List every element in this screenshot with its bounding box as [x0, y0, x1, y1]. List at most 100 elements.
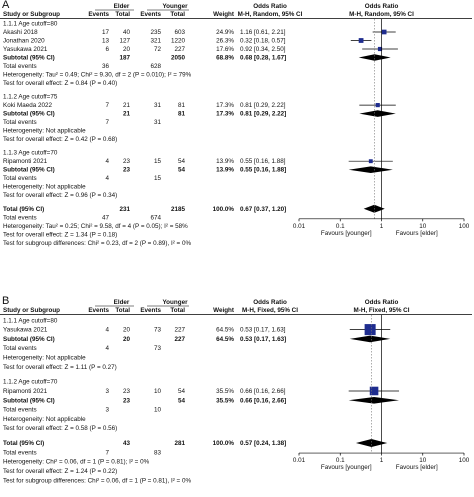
study-events-younger: 235 — [150, 29, 161, 36]
subtotal-diamond — [358, 54, 391, 61]
heterogeneity-text: Heterogeneity: Not applicable — [3, 128, 86, 135]
favours-younger-label: Favours [younger] — [321, 230, 372, 237]
total-overall-effect-text: Test for overall effect: Z = 1.24 (P = 0… — [3, 468, 117, 475]
header-odds-ratio-left: Odds Ratio — [253, 3, 287, 10]
heterogeneity-text: Heterogeneity: Not applicable — [3, 184, 86, 191]
heterogeneity-text: Heterogeneity: Not applicable — [3, 416, 86, 423]
study-weight: 24.9% — [216, 29, 234, 36]
subtotal-total-elder: 20 — [123, 336, 131, 343]
subtotal-weight: 13.9% — [216, 167, 234, 174]
header-events-elder: Events — [88, 307, 109, 314]
study-total-elder: 20 — [123, 46, 131, 53]
total-overall-effect-text: Test for overall effect: Z = 1.34 (P = 0… — [3, 231, 117, 238]
subtotal-weight: 68.8% — [216, 55, 234, 62]
group-header-left: Elder — [114, 3, 130, 10]
header-method-right: M-H, Fixed, 95% CI — [354, 307, 410, 314]
total-label: Total (95% CI) — [3, 206, 44, 213]
x-axis-tick-label: 0.01 — [293, 457, 306, 464]
heterogeneity-text: Heterogeneity: Not applicable — [3, 355, 86, 362]
subtotal-weight: 17.3% — [216, 111, 234, 118]
subtotal-diamond — [359, 110, 396, 117]
header-weight: Weight — [213, 307, 235, 314]
study-weight: 26.3% — [216, 38, 234, 45]
header-method-left: M-H, Random, 95% CI — [238, 11, 303, 18]
total-odds-ratio: 0.57 [0.24, 1.38] — [240, 440, 286, 447]
study-total-younger: 227 — [174, 46, 185, 53]
study-name: Akashi 2018 — [3, 29, 38, 36]
heterogeneity-text: Heterogeneity: Tau² = 0.49; Chi² = 9.30,… — [3, 72, 192, 79]
subtotal-odds-ratio: 0.66 [0.16, 2.66] — [240, 397, 286, 404]
study-weight: 35.5% — [216, 388, 234, 395]
overall-effect-text: Test for overall effect: Z = 0.84 (P = 0… — [3, 80, 117, 87]
study-total-elder: 21 — [123, 102, 131, 109]
study-total-younger: 54 — [178, 158, 186, 165]
study-events-elder: 7 — [105, 102, 109, 109]
study-events-younger: 73 — [154, 327, 162, 334]
group-header-right: Younger — [162, 3, 188, 10]
study-name: Jonathan 2020 — [3, 38, 45, 45]
study-odds-ratio: 0.66 [0.16, 2.66] — [240, 388, 286, 395]
header-method-left: M-H, Fixed, 95% CI — [242, 307, 298, 314]
study-odds-ratio: 0.53 [0.17, 1.63] — [240, 327, 286, 334]
x-axis-tick-label: 10 — [419, 223, 427, 230]
x-axis-tick-label: 1 — [380, 223, 384, 230]
subgroup-differences-text: Test for subgroup differences: Chi² = 0.… — [3, 240, 191, 247]
study-weight: 17.6% — [216, 46, 234, 53]
subtotal-total-elder: 21 — [123, 111, 131, 118]
subgroup-title: 1.1.2 Age cutoff=70 — [3, 379, 58, 386]
x-axis-tick-label: 1 — [380, 457, 384, 464]
subtotal-weight: 64.5% — [216, 336, 234, 343]
total-odds-ratio: 0.67 [0.37, 1.20] — [240, 206, 286, 213]
study-name: Koki Maeda 2022 — [3, 102, 53, 109]
subtotal-weight: 35.5% — [216, 397, 234, 404]
total-events-elder: 7 — [105, 119, 109, 126]
total-events-label: Total events — [3, 214, 37, 221]
header-odds-ratio-right: Odds Ratio — [365, 299, 399, 306]
study-total-elder: 127 — [119, 38, 130, 45]
total-events-label: Total events — [3, 449, 37, 456]
panel-label: B — [2, 295, 9, 307]
study-name: Yasukawa 2021 — [3, 46, 48, 53]
header-events-younger: Events — [140, 11, 161, 18]
header-weight: Weight — [213, 11, 235, 18]
total-events-younger: 31 — [154, 119, 162, 126]
study-marker — [381, 29, 387, 35]
study-odds-ratio: 0.92 [0.34, 2.50] — [240, 46, 286, 53]
overall-effect-text: Test for overall effect: Z = 0.58 (P = 0… — [3, 425, 117, 432]
study-total-younger: 603 — [174, 29, 185, 36]
total-events-elder: 4 — [105, 345, 109, 352]
study-marker — [369, 386, 379, 396]
study-odds-ratio: 0.55 [0.16, 1.88] — [240, 158, 286, 165]
study-marker — [368, 159, 373, 164]
study-events-younger: 10 — [154, 388, 162, 395]
header-total-elder: Total — [115, 11, 130, 18]
subtotal-total-elder: 187 — [119, 55, 130, 62]
total-label: Total (95% CI) — [3, 440, 44, 447]
study-odds-ratio: 0.32 [0.18, 0.57] — [240, 38, 286, 45]
study-name: Ripamonti 2021 — [3, 388, 48, 395]
study-events-younger: 31 — [154, 102, 162, 109]
total-events-younger: 73 — [154, 345, 162, 352]
subtotal-label: Subtotal (95% CI) — [3, 167, 55, 174]
study-total-elder: 20 — [123, 327, 131, 334]
total-events-elder: 4 — [105, 175, 109, 182]
total-events-elder: 36 — [102, 63, 110, 70]
study-weight: 64.5% — [216, 327, 234, 334]
total-total-younger: 281 — [174, 440, 185, 447]
overall-effect-text: Test for overall effect: Z = 0.96 (P = 0… — [3, 192, 117, 199]
x-axis-tick-label: 100 — [459, 457, 470, 464]
header-total-younger: Total — [170, 11, 185, 18]
study-marker — [364, 324, 376, 336]
subtotal-total-younger: 227 — [174, 336, 185, 343]
subtotal-label: Subtotal (95% CI) — [3, 397, 55, 404]
subtotal-total-younger: 2050 — [171, 55, 186, 62]
total-events-label: Total events — [3, 345, 37, 352]
total-events-younger: 674 — [150, 214, 161, 221]
total-total-younger: 2185 — [171, 206, 186, 213]
subtotal-odds-ratio: 0.55 [0.16, 1.88] — [240, 167, 286, 174]
study-total-younger: 227 — [174, 327, 185, 334]
x-axis-tick-label: 0.01 — [293, 223, 306, 230]
total-events-label: Total events — [3, 63, 37, 70]
x-axis-tick-label: 10 — [419, 457, 427, 464]
group-header-left: Elder — [114, 299, 130, 306]
